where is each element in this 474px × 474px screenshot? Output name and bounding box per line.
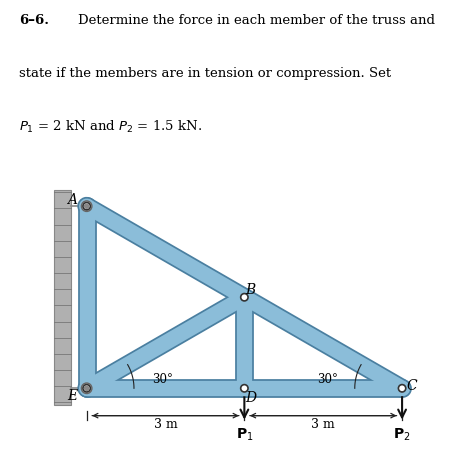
Circle shape <box>241 293 248 301</box>
Text: 30°: 30° <box>317 373 338 386</box>
Text: B: B <box>246 283 256 297</box>
Text: A: A <box>67 193 77 207</box>
Text: $P_1$ = 2 kN and $P_2$ = 1.5 kN.: $P_1$ = 2 kN and $P_2$ = 1.5 kN. <box>19 119 202 136</box>
Text: state if the members are in tension or compression. Set: state if the members are in tension or c… <box>19 67 391 80</box>
Text: 6–6.: 6–6. <box>19 14 49 27</box>
Text: 30°: 30° <box>152 373 173 386</box>
Circle shape <box>82 201 92 211</box>
Circle shape <box>84 386 89 391</box>
Circle shape <box>83 202 91 210</box>
Text: $\mathbf{P}_1$: $\mathbf{P}_1$ <box>236 427 253 443</box>
Circle shape <box>84 204 89 208</box>
Circle shape <box>241 384 248 392</box>
Circle shape <box>399 384 406 392</box>
Circle shape <box>83 384 91 392</box>
Text: Determine the force in each member of the truss and: Determine the force in each member of th… <box>78 14 435 27</box>
Bar <box>54 190 71 405</box>
Text: 3 m: 3 m <box>311 418 335 431</box>
Text: $\mathbf{P}_2$: $\mathbf{P}_2$ <box>393 427 411 443</box>
Text: D: D <box>245 391 256 405</box>
Circle shape <box>82 383 92 393</box>
Text: 3 m: 3 m <box>154 418 177 431</box>
Text: C: C <box>406 379 417 393</box>
Text: E: E <box>67 389 77 403</box>
